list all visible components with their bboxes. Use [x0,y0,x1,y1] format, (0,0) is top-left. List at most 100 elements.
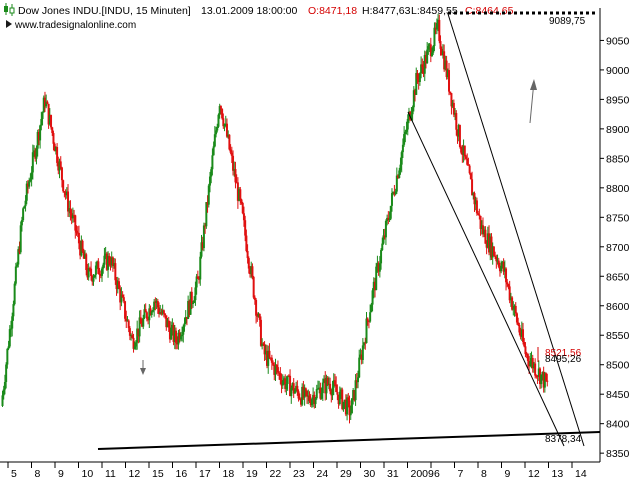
candle [363,341,366,349]
candle [51,126,54,136]
candle [428,42,431,53]
candle [456,129,459,144]
candle [457,123,460,142]
candle [472,191,475,200]
candle [182,324,185,343]
candle [275,364,278,375]
candle [269,357,272,361]
candle [96,260,99,269]
support-line[interactable] [97,431,601,450]
candle [343,399,346,410]
candle [496,254,499,265]
candle [314,397,317,408]
candle [309,393,312,407]
candle [266,344,269,369]
candle [511,296,514,311]
candle [70,209,73,225]
candle [31,144,34,180]
candle [99,270,102,279]
candle [276,360,279,376]
candle [121,291,124,298]
candle [205,202,208,229]
candle [463,145,466,161]
candle [312,387,315,408]
candle [54,146,57,155]
candle [86,263,89,280]
candle [405,121,408,135]
candle [19,221,22,255]
candle [93,274,96,278]
channel-upper-line[interactable] [447,13,585,447]
candle [344,394,347,417]
channel-lower-line[interactable] [407,111,565,447]
candle [188,299,191,318]
candle [76,226,79,238]
candle [469,172,472,180]
candle [25,180,28,205]
candle [82,248,85,259]
candle [22,207,25,223]
candle [378,256,381,278]
candle [483,226,486,238]
candle [57,156,60,175]
candle [98,267,101,282]
candle [162,309,165,318]
candle [386,214,389,226]
candle [69,200,72,221]
candle [422,60,425,78]
candle [34,147,37,162]
candle [515,312,518,325]
candle [190,287,193,310]
candle [264,344,267,361]
candle [62,179,65,193]
candle [42,95,45,113]
candle [104,246,107,260]
candle [507,283,510,290]
candle [242,206,245,227]
x-tick-label: 9 [58,468,64,480]
candle [29,173,32,183]
candle [107,251,110,278]
candle [389,205,392,221]
candle [240,198,243,205]
y-tick-label: 8600 [606,301,630,313]
candle [324,371,327,401]
candle [73,209,76,223]
symbol-label: Dow Jones INDU.[INDU, 15 Minuten] [18,5,191,17]
candle [132,333,135,353]
candle [263,341,266,361]
candle [103,247,106,268]
candle [179,331,182,342]
candle [165,315,168,331]
candle [542,366,545,393]
candle [6,348,9,369]
candle [399,157,402,175]
candle [397,174,400,179]
chart-type-icon [4,3,15,16]
candle [12,300,15,321]
candle [291,382,294,391]
candle [259,316,262,347]
candle [223,123,226,132]
play-icon [6,20,12,28]
arrow-down-icon [140,368,146,375]
candle [45,94,48,109]
candle [348,395,351,424]
candle [502,258,505,275]
candle [340,387,343,400]
candle [13,281,16,306]
candle [303,384,306,406]
candle [404,129,407,143]
candle [181,326,184,342]
candle [97,258,100,275]
candle [464,154,467,160]
candle [495,254,498,269]
candle [102,262,105,274]
x-tick-label: 31 [387,468,399,480]
candle [139,309,142,324]
candle [295,381,298,393]
candle [20,216,23,232]
candle [153,299,156,317]
candle [406,114,409,136]
candle [416,69,419,84]
